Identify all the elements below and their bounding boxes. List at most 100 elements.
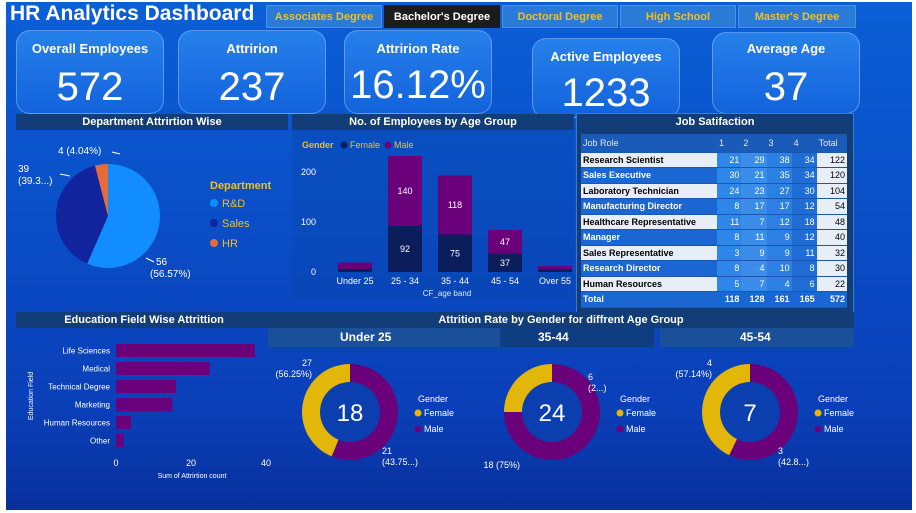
- bar: [116, 362, 210, 375]
- table-cell: 8: [791, 260, 817, 277]
- job-role-cell: Research Director: [581, 260, 717, 277]
- bar-segment: [338, 262, 372, 269]
- table-row: Sales Representative 3 9 9 11 32: [581, 245, 847, 261]
- x-axis-label: CF_age band: [423, 289, 471, 298]
- legend-marker: [210, 219, 218, 227]
- pie-slice: [94, 164, 108, 216]
- data-label-bg: [446, 247, 464, 260]
- x-tick-label: 40: [261, 458, 271, 468]
- bar: [116, 344, 255, 357]
- job-role-cell: Manufacturing Director: [581, 198, 717, 215]
- kpi-card-overall-employees: Overall Employees 572: [16, 30, 164, 114]
- donut-center-value: 18: [337, 400, 364, 427]
- column-header[interactable]: Job Role: [581, 134, 717, 153]
- slicer-item-doctoral[interactable]: Doctoral Degree: [502, 5, 618, 28]
- legend-item: HR: [222, 238, 238, 250]
- x-tick-label: Over 55: [539, 276, 571, 286]
- column-header[interactable]: Total: [816, 134, 847, 153]
- job-role-cell: Research Scientist: [581, 152, 717, 168]
- legend-item: Male: [626, 424, 646, 434]
- y-tick-label: Life Sciences: [62, 347, 110, 356]
- table-cell: 122: [816, 152, 847, 168]
- y-tick-label: Technical Degree: [48, 383, 110, 392]
- legend-item: Male: [424, 424, 444, 434]
- data-label: 3: [778, 446, 783, 456]
- y-tick-label: Marketing: [75, 401, 110, 410]
- table-cell: 120: [816, 167, 847, 184]
- slicer-item-bachelors[interactable]: Bachelor's Degree: [384, 5, 500, 28]
- table-cell: 48: [816, 214, 847, 230]
- data-label: 56: [156, 257, 168, 268]
- x-tick-label: 35 - 44: [441, 276, 469, 286]
- x-tick-label: 0: [113, 458, 118, 468]
- kpi-label: Average Age: [746, 41, 826, 56]
- legend-marker: [210, 199, 218, 207]
- data-label: 75: [450, 248, 460, 258]
- total-label: Total: [581, 291, 717, 308]
- bar-segment: [538, 269, 572, 272]
- kpi-value: 237: [218, 65, 286, 109]
- data-label: 39: [18, 164, 30, 175]
- table-cell: 11: [717, 214, 742, 230]
- slicer-item-masters[interactable]: Master's Degree: [738, 5, 856, 28]
- x-tick-label: Under 25: [336, 276, 373, 286]
- column-header[interactable]: 3: [766, 134, 792, 153]
- total-cell: 572: [816, 291, 847, 308]
- table-header-row: Job Role 1 2 3 4 Total: [581, 134, 847, 153]
- legend-marker: [814, 409, 822, 417]
- table-row: Laboratory Technician 24 23 27 30 104: [581, 183, 847, 199]
- leader-line: [145, 257, 155, 263]
- slicer-item-associates[interactable]: Associates Degree: [266, 5, 382, 28]
- x-tick-label: 25 - 34: [391, 276, 419, 286]
- job-role-cell: Sales Executive: [581, 167, 717, 184]
- data-label: 47: [500, 237, 510, 247]
- legend-marker: [414, 425, 422, 433]
- slicer-item-high-school[interactable]: High School: [620, 5, 736, 28]
- total-cell: 165: [791, 291, 817, 308]
- table-cell: 3: [717, 245, 742, 261]
- kpi-label: Attririon Rate: [376, 41, 460, 56]
- donut-hole: [720, 382, 780, 442]
- column-header[interactable]: 4: [791, 134, 817, 153]
- donut-chart-35-44: 24 18 (75%) 6(2...) Gender Female Male: [483, 364, 656, 470]
- data-label: (42.8...): [778, 457, 809, 467]
- legend-item: Male: [824, 424, 844, 434]
- x-tick-label: 20: [186, 458, 196, 468]
- donut-chart-under-25: 18 27(56.25%) 21(43.75...) Gender Female Male: [275, 358, 454, 467]
- table-cell: 22: [816, 276, 847, 292]
- education-field-bar-chart: Life Sciences Medical Technical Degree Mark…: [28, 344, 271, 480]
- table-cell: 18: [791, 214, 817, 230]
- data-label: 37: [500, 258, 510, 268]
- data-label-bg: [396, 243, 414, 255]
- bar-segment: [338, 269, 372, 272]
- data-label: (56.25%): [275, 369, 312, 379]
- job-role-cell: Healthcare Representative: [581, 214, 717, 230]
- table-cell: 17: [741, 198, 767, 215]
- y-tick-label: 100: [301, 217, 316, 227]
- data-label: 92: [400, 244, 410, 254]
- column-header[interactable]: 2: [741, 134, 767, 153]
- bar-segment: [538, 266, 572, 270]
- table-row: Research Director 8 4 10 8 30: [581, 260, 847, 277]
- kpi-value: 572: [56, 65, 124, 109]
- age-group-bar-chart: Gender Female Male 0 100 200 Under 25 92 140 25 -…: [292, 130, 574, 300]
- job-satisfaction-title: Job Satifaction: [675, 116, 755, 128]
- table-cell: 21: [717, 152, 742, 168]
- table-cell: 9: [741, 245, 767, 261]
- table-row: Manufacturing Director 8 17 17 12 54: [581, 198, 847, 215]
- donut-header-45-54: 45-54: [660, 328, 854, 347]
- legend-item: R&D: [222, 198, 245, 210]
- attrition-gender-title: Attrition Rate by Gender for diffrent Ag…: [268, 312, 854, 328]
- data-label-bg: [446, 199, 464, 211]
- job-satisfaction-table: Job Role 1 2 3 4 Total Research Scientis…: [581, 134, 847, 308]
- legend-marker: [210, 239, 218, 247]
- table-cell: 4: [766, 276, 792, 292]
- donut-chart-45-54: 7 4(57.14%) 3(42.8...) Gender Female Male: [675, 358, 854, 467]
- table-row: Sales Executive 30 21 35 34 120: [581, 167, 847, 184]
- column-header[interactable]: 1: [717, 134, 742, 153]
- y-tick-label: 0: [311, 267, 316, 277]
- table-cell: 21: [741, 167, 767, 184]
- page-title: HR Analytics Dashboard: [10, 2, 255, 25]
- table-cell: 11: [741, 229, 767, 246]
- kpi-value: 1233: [561, 71, 651, 115]
